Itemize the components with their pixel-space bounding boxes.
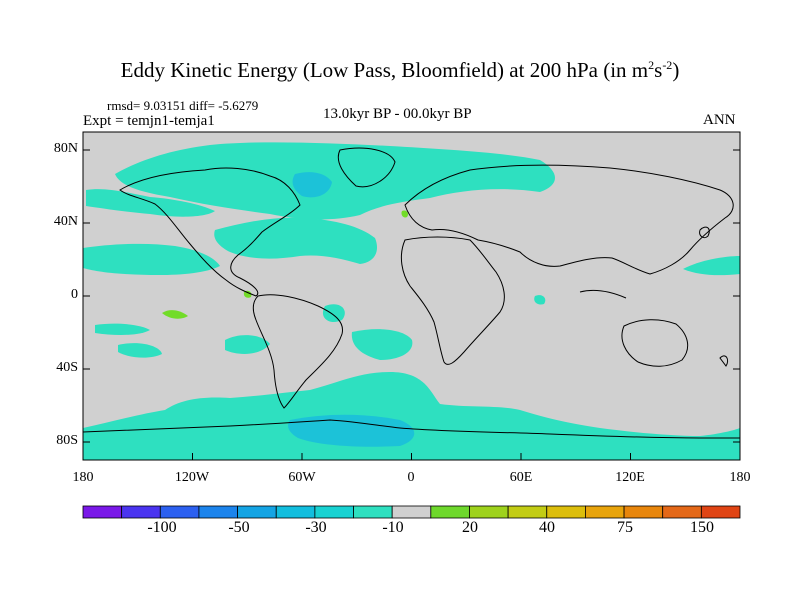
contour-neg10-subtropical <box>83 243 220 276</box>
lon-label: 180 <box>729 470 751 485</box>
colorbar-swatch <box>82 505 123 519</box>
contour-neg10-atlantic <box>214 217 378 264</box>
lat-label: 40S <box>56 360 78 375</box>
season-label: ANN <box>703 112 736 128</box>
lat-label: 0 <box>71 287 78 302</box>
colorbar-swatch <box>198 505 238 519</box>
lon-label: 180 <box>72 470 94 485</box>
lon-label: 120E <box>615 470 645 485</box>
colorbar-label: 150 <box>690 519 714 536</box>
lat-label: 80S <box>56 433 78 448</box>
stats-text: rmsd= 9.03151 diff= -5.6279 <box>107 98 259 113</box>
contour-neg10-southpacific <box>118 343 162 358</box>
contour-pos10-3 <box>401 210 409 218</box>
contour-neg10-patch1 <box>683 256 740 276</box>
lat-label: 80N <box>53 141 78 156</box>
lon-label: 0 <box>407 470 415 485</box>
colorbar-label: 40 <box>539 519 555 536</box>
colorbar-swatch <box>353 505 393 519</box>
colorbar-label: -100 <box>147 519 177 536</box>
colorbar-label: 20 <box>462 519 478 536</box>
colorbar-swatch <box>275 505 316 519</box>
lon-label: 120W <box>174 470 210 485</box>
colorbar-swatch <box>430 505 470 519</box>
contour-neg10-patch4 <box>95 323 150 335</box>
colorbar-swatch <box>121 505 161 519</box>
colorbar-swatch <box>237 505 277 519</box>
contour-neg30-arctic <box>292 172 332 198</box>
colorbar-swatch <box>159 505 200 519</box>
experiment-label: Expt = temjn1-temja1 <box>83 113 215 129</box>
contour-neg10-northpacific <box>86 189 215 217</box>
colorbar-swatch <box>662 505 702 519</box>
contour-neg10-southatlantic <box>351 329 413 360</box>
colorbar-label: -50 <box>228 519 250 536</box>
map-ticks <box>82 149 741 460</box>
coastlines <box>83 147 740 439</box>
colorbar-swatch <box>469 505 509 519</box>
colorbar-label: -10 <box>382 519 404 536</box>
colorbar-swatch <box>546 505 586 519</box>
map-field <box>83 132 740 460</box>
contour-neg10-southernocean <box>83 372 740 460</box>
contour-neg10-southamerica <box>225 335 270 354</box>
contour-neg10-patch2 <box>322 304 345 323</box>
colorbar-label: -30 <box>305 519 327 536</box>
contour-pos10-2 <box>243 290 252 298</box>
lon-label: 60E <box>509 470 533 485</box>
colorbar <box>82 505 741 519</box>
contour-neg10-patch3 <box>534 295 546 305</box>
plot-title: Eddy Kinetic Energy (Low Pass, Bloomfiel… <box>120 58 680 82</box>
period-label: 13.0kyr BP - 00.0kyr BP <box>323 106 472 122</box>
colorbar-swatch <box>314 505 354 519</box>
lat-label: 40N <box>53 214 78 229</box>
colorbar-label: 75 <box>617 519 633 536</box>
colorbar-swatch <box>700 505 741 519</box>
contour-neg30-southernocean <box>288 414 415 447</box>
colorbar-swatch <box>585 505 625 519</box>
colorbar-swatch <box>623 505 664 519</box>
lon-label: 60W <box>288 470 316 485</box>
contour-pos10-1 <box>162 310 188 319</box>
contour-neg10-arctic <box>115 142 555 220</box>
colorbar-swatch <box>507 505 548 519</box>
colorbar-swatch <box>391 505 432 519</box>
